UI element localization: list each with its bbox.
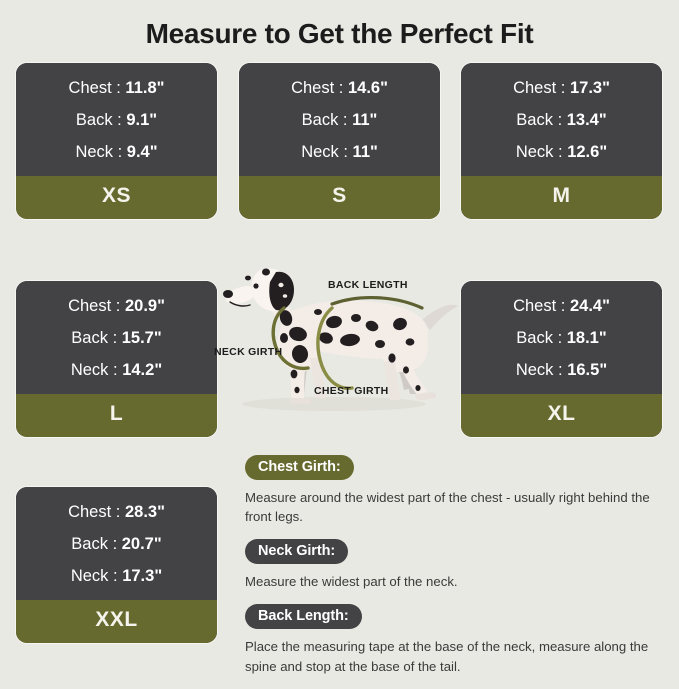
instruction-text-chest-girth: Measure around the widest part of the ch…	[245, 490, 650, 525]
measure-value: 17.3"	[569, 79, 610, 97]
measure-label: Back :	[71, 329, 118, 347]
size-card-xs: Chest : 11.8" Back : 9.1" Neck : 9.4" XS	[16, 63, 217, 219]
measure-label: Chest :	[513, 79, 566, 97]
measure-value: 9.1"	[126, 111, 158, 129]
measure-value: 13.4"	[566, 111, 607, 129]
size-label-l: L	[16, 394, 217, 437]
measure-label: Back :	[516, 111, 563, 129]
measure-row-back: Back : 9.1"	[26, 111, 207, 130]
instruction-back-length: Back Length: Place the measuring tape at…	[245, 604, 665, 675]
measure-value: 14.6"	[347, 79, 388, 97]
instruction-text-neck-girth: Measure the widest part of the neck.	[245, 574, 458, 590]
measure-value: 11"	[352, 111, 378, 129]
measure-row-back: Back : 15.7"	[26, 329, 207, 348]
dog-measurement-diagram: BACK LENGTH NECK GIRTH CHEST GIRTH	[214, 252, 466, 422]
annotation-back-length: BACK LENGTH	[328, 279, 408, 291]
measure-row-back: Back : 18.1"	[471, 329, 652, 348]
size-card-measurements: Chest : 20.9" Back : 15.7" Neck : 14.2"	[16, 281, 217, 394]
measure-row-back: Back : 20.7"	[26, 535, 207, 554]
measure-row-chest: Chest : 17.3"	[471, 79, 652, 98]
measurement-instructions: Chest Girth: Measure around the widest p…	[245, 455, 665, 689]
measure-row-chest: Chest : 28.3"	[26, 503, 207, 522]
measure-label: Chest :	[68, 503, 121, 521]
size-label-xxl: XXL	[16, 600, 217, 643]
measure-row-neck: Neck : 16.5"	[471, 361, 652, 380]
measure-row-chest: Chest : 14.6"	[249, 79, 430, 98]
measure-row-neck: Neck : 12.6"	[471, 143, 652, 162]
instruction-chest-girth: Chest Girth: Measure around the widest p…	[245, 455, 665, 526]
badge-back-length: Back Length:	[245, 604, 362, 630]
measure-label: Neck :	[301, 143, 348, 161]
size-card-measurements: Chest : 28.3" Back : 20.7" Neck : 17.3"	[16, 487, 217, 600]
measure-value: 18.1"	[566, 329, 607, 347]
measure-label: Back :	[301, 111, 348, 129]
size-card-xl: Chest : 24.4" Back : 18.1" Neck : 16.5" …	[461, 281, 662, 437]
measure-value: 20.9"	[124, 297, 165, 315]
measure-label: Chest :	[291, 79, 344, 97]
badge-neck-girth: Neck Girth:	[245, 539, 349, 565]
measure-label: Back :	[516, 329, 563, 347]
badge-chest-girth: Chest Girth:	[245, 455, 354, 480]
measure-label: Neck :	[70, 361, 118, 379]
measure-value: 12.6"	[567, 143, 608, 161]
size-card-xxl: Chest : 28.3" Back : 20.7" Neck : 17.3" …	[16, 487, 217, 643]
size-label-xs: XS	[16, 176, 217, 219]
measure-value: 14.2"	[122, 361, 163, 379]
measure-value: 24.4"	[569, 297, 610, 315]
size-card-measurements: Chest : 14.6" Back : 11" Neck : 11"	[239, 63, 440, 176]
annotation-neck-girth: NECK GIRTH	[214, 346, 282, 358]
measure-row-neck: Neck : 11"	[249, 143, 430, 162]
annotation-chest-girth: CHEST GIRTH	[314, 385, 388, 397]
measure-row-neck: Neck : 14.2"	[26, 361, 207, 380]
measure-label: Chest :	[513, 297, 566, 315]
measure-label: Neck :	[515, 361, 563, 379]
size-card-measurements: Chest : 11.8" Back : 9.1" Neck : 9.4"	[16, 63, 217, 176]
measure-row-back: Back : 13.4"	[471, 111, 652, 130]
measure-row-back: Back : 11"	[249, 111, 430, 130]
size-card-m: Chest : 17.3" Back : 13.4" Neck : 12.6" …	[461, 63, 662, 219]
measure-value: 15.7"	[121, 329, 162, 347]
measure-value: 17.3"	[122, 567, 163, 585]
size-label-m: M	[461, 176, 662, 219]
size-card-l: Chest : 20.9" Back : 15.7" Neck : 14.2" …	[16, 281, 217, 437]
measure-label: Neck :	[515, 143, 563, 161]
measure-row-chest: Chest : 20.9"	[26, 297, 207, 316]
measure-row-chest: Chest : 11.8"	[26, 79, 207, 98]
measure-value: 16.5"	[567, 361, 608, 379]
measure-value: 28.3"	[124, 503, 165, 521]
measure-label: Back :	[71, 535, 118, 553]
measure-label: Neck :	[75, 143, 123, 161]
measure-row-chest: Chest : 24.4"	[471, 297, 652, 316]
measure-label: Back :	[75, 111, 122, 129]
measure-row-neck: Neck : 17.3"	[26, 567, 207, 586]
size-card-s: Chest : 14.6" Back : 11" Neck : 11" S	[239, 63, 440, 219]
instruction-neck-girth: Neck Girth: Measure the widest part of t…	[245, 539, 665, 591]
size-card-measurements: Chest : 24.4" Back : 18.1" Neck : 16.5"	[461, 281, 662, 394]
page-title: Measure to Get the Perfect Fit	[145, 18, 534, 49]
measure-label: Neck :	[70, 567, 118, 585]
measure-value: 20.7"	[121, 535, 162, 553]
size-card-measurements: Chest : 17.3" Back : 13.4" Neck : 12.6"	[461, 63, 662, 176]
size-label-xl: XL	[461, 394, 662, 437]
measure-label: Chest :	[68, 297, 121, 315]
instruction-text-back-length: Place the measuring tape at the base of …	[245, 639, 649, 674]
measure-value: 11"	[352, 143, 378, 161]
measure-label: Chest :	[68, 79, 121, 97]
size-label-s: S	[239, 176, 440, 219]
measure-value: 9.4"	[126, 143, 158, 161]
measure-row-neck: Neck : 9.4"	[26, 143, 207, 162]
measure-value: 11.8"	[125, 79, 165, 97]
